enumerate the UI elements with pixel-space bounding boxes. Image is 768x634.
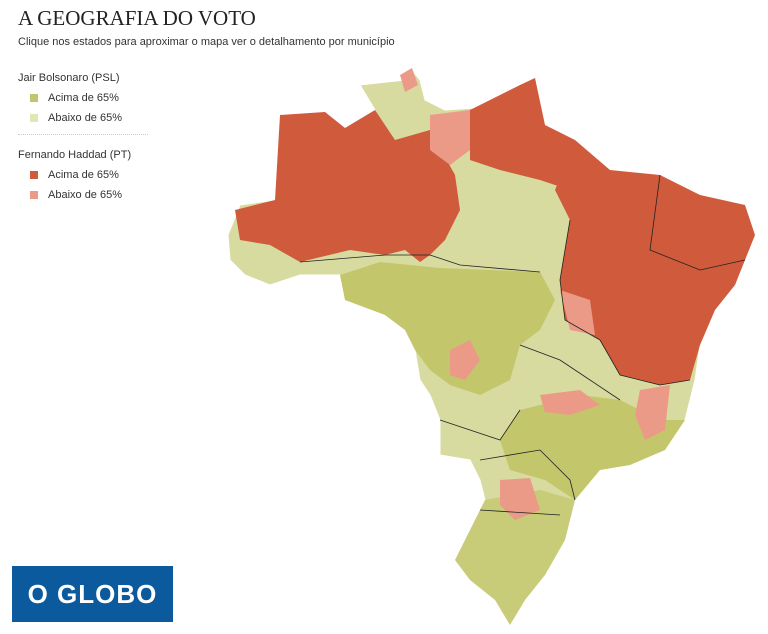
legend-label: Acima de 65%	[48, 169, 119, 181]
region-red-northwest[interactable]	[235, 110, 460, 262]
region-red-north[interactable]	[470, 78, 575, 190]
separator	[18, 134, 148, 135]
border	[479, 509, 561, 516]
legend-label: Abaixo de 65%	[48, 112, 122, 124]
region-pink-7[interactable]	[560, 290, 595, 335]
region-green-south[interactable]	[455, 490, 575, 625]
title: A GEOGRAFIA DO VOTO	[18, 6, 256, 30]
border	[559, 219, 601, 341]
border	[439, 409, 521, 441]
legend-swatch	[30, 171, 38, 179]
legend-label: Abaixo de 65%	[48, 189, 122, 201]
state-borders	[299, 174, 746, 516]
legend-swatch	[30, 114, 38, 122]
legend-label: Acima de 65%	[48, 92, 119, 104]
region-pink-3[interactable]	[450, 340, 480, 380]
legend-group-name: Fernando Haddad (PT)	[18, 149, 132, 161]
region-pink-1[interactable]	[430, 110, 470, 165]
legend-item: Abaixo de 65%	[30, 189, 148, 201]
legend: Jair Bolsonaro (PSL) Acima de 65% Abaixo d…	[18, 72, 148, 209]
region-pink-4[interactable]	[540, 390, 600, 415]
legend-swatch	[30, 191, 38, 199]
legend-item: Acima de 65%	[30, 169, 148, 181]
logo: O GLOBO	[12, 566, 173, 622]
border	[479, 449, 576, 501]
border	[599, 339, 691, 386]
region-red-northeast[interactable]	[555, 140, 755, 385]
legend-item: Acima de 65%	[30, 92, 148, 104]
border	[519, 344, 621, 401]
region-pink-6[interactable]	[635, 385, 670, 440]
legend-swatch	[30, 94, 38, 102]
legend-item: Abaixo de 65%	[30, 112, 148, 124]
legend-group-name: Jair Bolsonaro (PSL)	[18, 72, 120, 84]
region-pink-2[interactable]	[400, 68, 418, 92]
border	[649, 174, 746, 271]
region-green-center[interactable]	[340, 262, 555, 395]
subtitle: Clique nos estados para aproximar o mapa…	[18, 36, 395, 48]
border	[299, 254, 541, 273]
region-pink-5[interactable]	[500, 478, 540, 520]
